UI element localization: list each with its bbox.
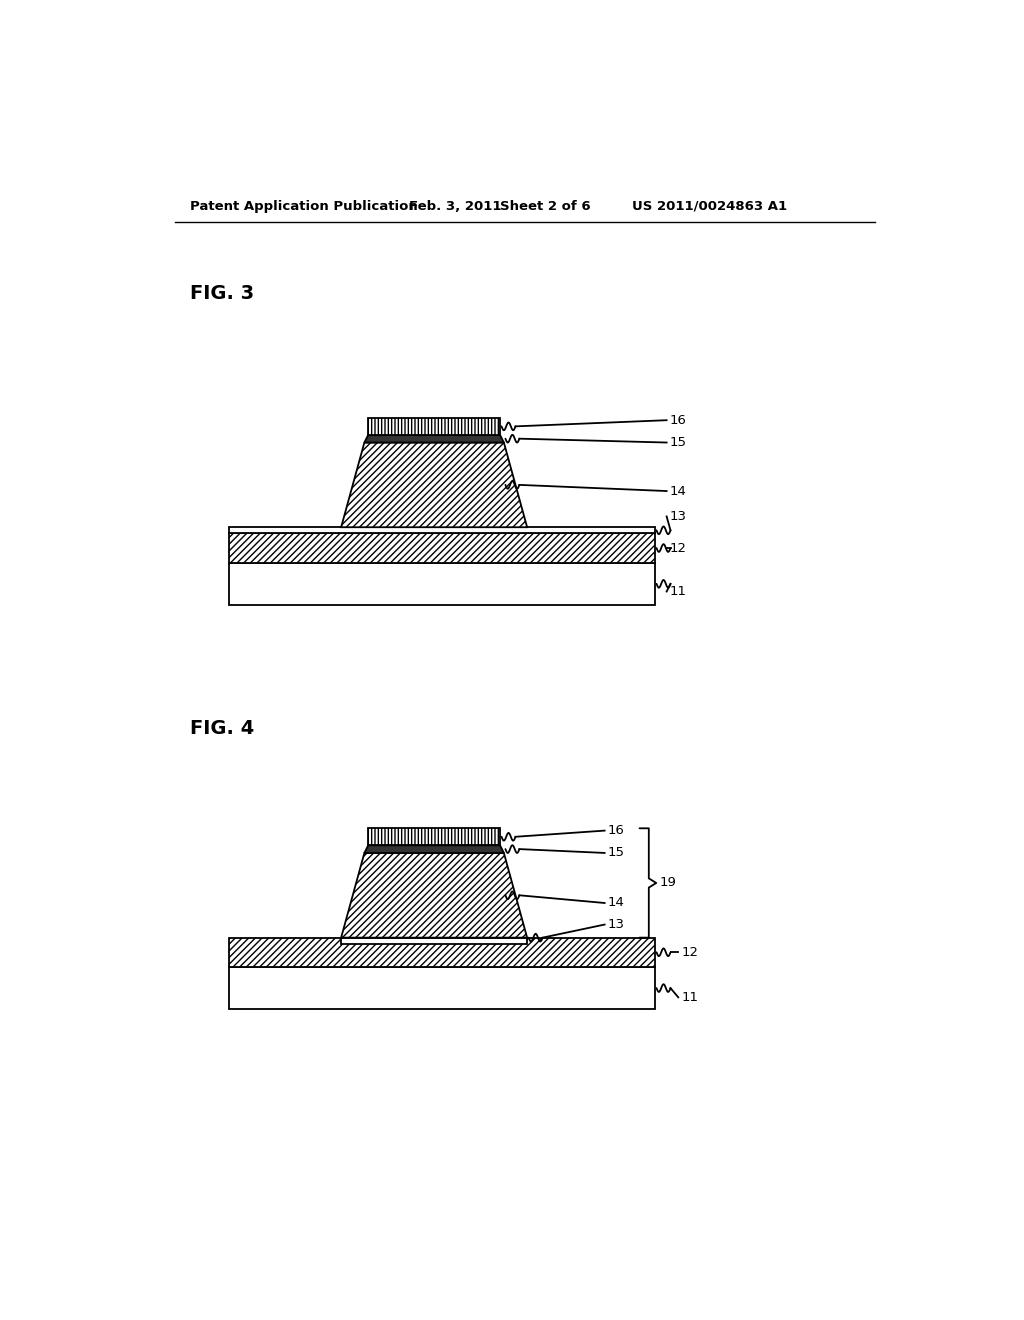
Bar — [341, 937, 527, 944]
Polygon shape — [341, 853, 527, 937]
Text: 14: 14 — [607, 896, 625, 909]
Text: 15: 15 — [607, 846, 625, 859]
Text: 14: 14 — [670, 484, 687, 498]
Polygon shape — [341, 442, 527, 527]
Text: 15: 15 — [670, 436, 687, 449]
Bar — [228, 527, 655, 533]
Text: 13: 13 — [670, 510, 687, 523]
Text: 11: 11 — [681, 991, 698, 1003]
Text: FIG. 3: FIG. 3 — [190, 284, 254, 302]
Text: 12: 12 — [670, 541, 687, 554]
Bar — [228, 533, 655, 562]
Text: 16: 16 — [607, 824, 625, 837]
Polygon shape — [365, 845, 504, 853]
Text: 16: 16 — [670, 413, 687, 426]
Text: 11: 11 — [670, 585, 687, 598]
Text: 12: 12 — [681, 945, 698, 958]
Text: Feb. 3, 2011: Feb. 3, 2011 — [409, 199, 501, 213]
Polygon shape — [365, 434, 504, 442]
Bar — [228, 562, 655, 605]
Text: 13: 13 — [607, 917, 625, 931]
Bar — [228, 937, 655, 966]
Bar — [369, 829, 500, 845]
Text: 19: 19 — [659, 876, 677, 890]
Bar — [228, 966, 655, 1010]
Bar — [369, 418, 500, 434]
Text: FIG. 4: FIG. 4 — [190, 718, 254, 738]
Text: Patent Application Publication: Patent Application Publication — [190, 199, 418, 213]
Text: Sheet 2 of 6: Sheet 2 of 6 — [500, 199, 591, 213]
Text: US 2011/0024863 A1: US 2011/0024863 A1 — [632, 199, 786, 213]
